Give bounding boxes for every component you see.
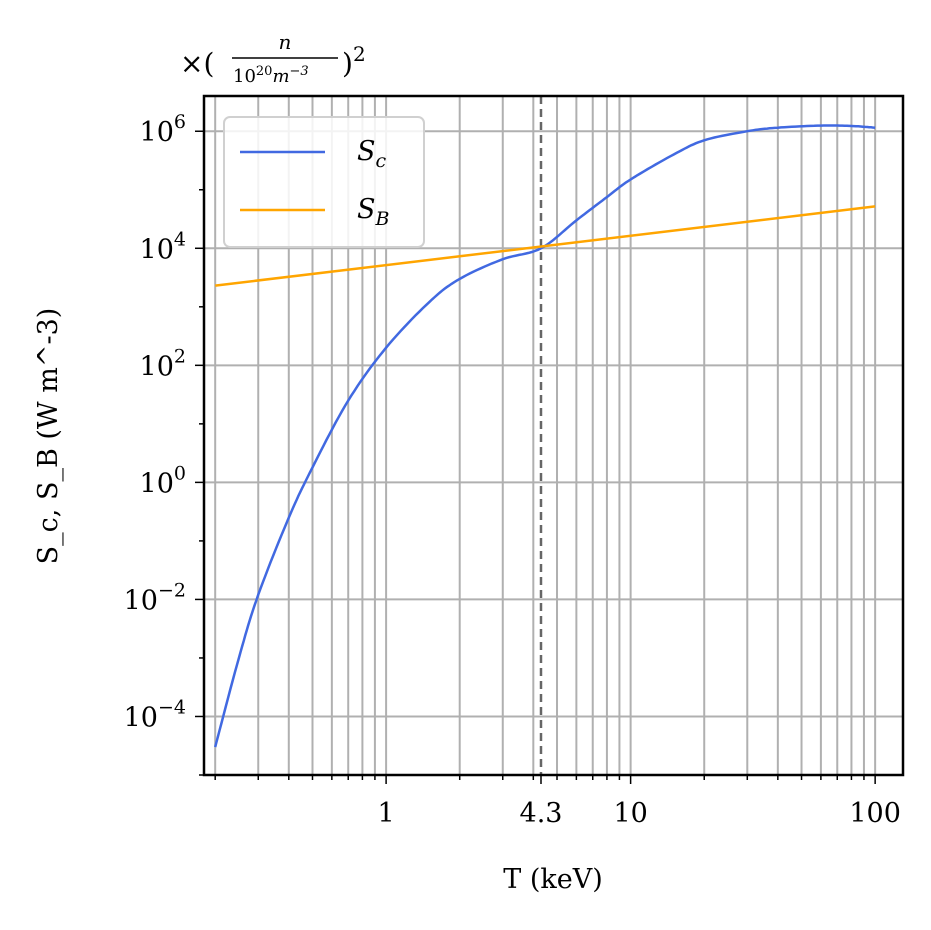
svg-text:)2: )2 <box>342 42 366 80</box>
annotation-numerator: n <box>279 30 292 54</box>
y-tick-label: 106 <box>140 111 186 148</box>
x-tick-label: 100 <box>849 798 901 829</box>
legend: Sc SB <box>223 116 425 248</box>
annotation-unit-exp: −3 <box>290 64 309 79</box>
y-tick-label: 100 <box>140 462 186 499</box>
annotation-unit: m <box>272 66 289 87</box>
annotation-power: 2 <box>353 42 366 66</box>
y-axis-label: S_c, S_B (W m^-3) <box>33 308 64 565</box>
annotation-suffix: ) <box>342 47 353 80</box>
annotation-denominator-base: 10 <box>233 66 256 87</box>
y-tick-label: 102 <box>140 345 186 382</box>
legend-label-sb: SB <box>357 194 390 230</box>
x-tick-label: 4.3 <box>520 798 563 829</box>
svg-text:×(: ×( <box>180 47 214 80</box>
legend-label-sc: Sc <box>357 136 387 172</box>
scaling-annotation: ×( n 1020m−3 )2 <box>180 30 366 87</box>
y-tick-label: 104 <box>140 228 186 265</box>
ticks: 10−4 10−2 100 102 104 106 1 4.3 10 100 <box>124 111 901 829</box>
series-line-s-b <box>215 205 876 287</box>
svg-text:1020m−3: 1020m−3 <box>233 64 309 87</box>
plot-frame <box>202 94 905 777</box>
legend-box <box>223 116 425 248</box>
y-tick-label: 10−4 <box>124 696 186 733</box>
series-layer <box>213 96 876 775</box>
annotation-prefix: ×( <box>180 47 214 80</box>
annotation-denominator-exp: 20 <box>256 64 273 79</box>
x-tick-label: 1 <box>378 798 395 829</box>
y-tick-label: 10−2 <box>124 579 186 616</box>
x-tick-label: 10 <box>613 798 647 829</box>
x-axis-label: T (keV) <box>503 864 603 895</box>
series-line-s-c <box>213 124 876 748</box>
